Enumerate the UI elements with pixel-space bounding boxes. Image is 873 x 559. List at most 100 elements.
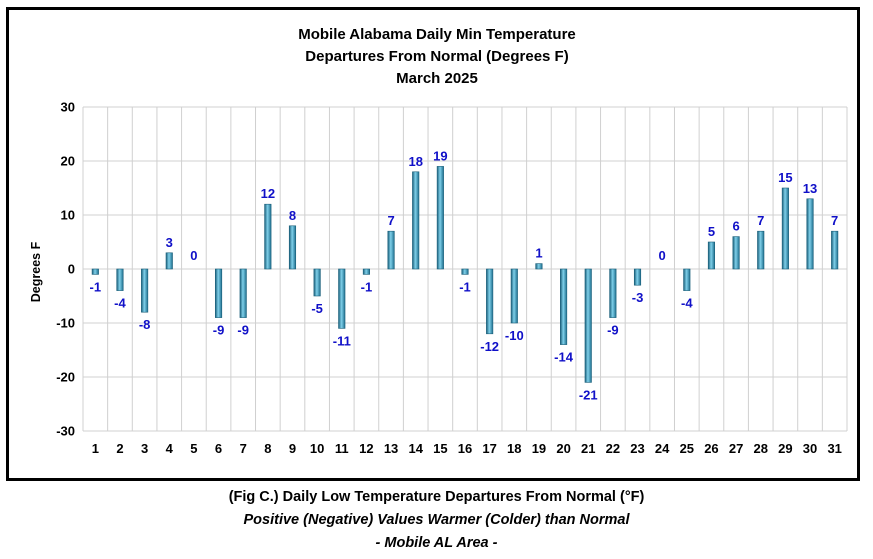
bar-day-11 [338,268,346,329]
x-tick-label: 23 [630,441,644,456]
bar-day-12 [362,268,370,275]
data-label: -9 [213,323,225,338]
x-tick-label: 6 [215,441,222,456]
x-tick-label: 7 [240,441,247,456]
data-label: -9 [237,323,249,338]
bar-day-28 [757,230,765,270]
x-tick-label: 25 [680,441,694,456]
x-tick-label: 8 [264,441,271,456]
bar-day-26 [707,241,716,270]
x-tick-label: 16 [458,441,472,456]
x-tick-label: 14 [408,441,423,456]
x-tick-label: 11 [335,441,349,456]
x-tick-labels: 1 2 3 4 5 6 7 8 9 10 11 12 13 14 15 16 17 18 19 20 21 22 23 24 2… [92,441,842,456]
data-label: -1 [361,279,373,294]
bar-day-31 [831,230,839,270]
bar-day-9 [288,225,297,270]
bar-day-25 [683,268,691,291]
x-tick-label: 4 [166,441,174,456]
y-tick-label: -30 [56,424,75,439]
x-tick-label: 24 [655,441,670,456]
x-tick-label: 27 [729,441,743,456]
bar-day-16 [461,268,469,275]
chart-title-line-3: March 2025 [396,70,478,87]
data-label: -5 [311,301,323,316]
data-label: -4 [681,296,693,311]
data-label: 8 [289,208,296,223]
bar-day-4 [165,252,173,270]
chart-title-line-2: Departures From Normal (Degrees F) [305,48,568,65]
x-tick-label: 19 [532,441,546,456]
bar-day-20 [560,268,568,345]
bar-day-22 [609,268,617,318]
data-label: 5 [708,224,715,239]
y-axis-title: Degrees F [29,241,43,302]
data-label: 7 [831,213,838,228]
bar-day-17 [486,268,494,335]
x-tick-label: 26 [704,441,718,456]
x-tick-label: 31 [827,441,841,456]
data-label: 7 [387,213,394,228]
y-tick-label: 10 [61,208,75,223]
data-label: 0 [190,248,197,263]
data-label: 12 [261,186,275,201]
y-tick-label: -10 [56,316,75,331]
x-tick-label: 20 [556,441,570,456]
data-label: 19 [433,148,447,163]
x-tick-label: 12 [359,441,373,456]
x-tick-label: 13 [384,441,398,456]
data-label: -14 [554,350,574,365]
bar-day-3 [141,268,149,313]
data-label: -8 [139,317,151,332]
bar-day-15 [436,166,444,270]
bars [91,166,839,383]
data-label: 6 [732,219,739,234]
bar-day-10 [313,268,321,297]
x-tick-label: 9 [289,441,296,456]
bar-day-1 [91,268,99,275]
x-tick-label: 22 [606,441,620,456]
data-label: -12 [480,339,499,354]
y-tick-label: 30 [61,100,75,115]
caption-area: - Mobile AL Area - [375,535,498,551]
x-tick-label: 28 [754,441,768,456]
x-tick-label: 17 [482,441,496,456]
x-tick-label: 3 [141,441,148,456]
x-tick-label: 18 [507,441,521,456]
data-label: 0 [659,248,666,263]
x-tick-label: 29 [778,441,792,456]
bar-day-8 [264,203,272,270]
grid [82,106,848,432]
bar-day-6 [214,268,223,318]
data-label: -1 [459,279,471,294]
x-tick-label: 30 [803,441,817,456]
data-label: 18 [408,154,422,169]
data-label: 3 [166,235,173,250]
data-label: -3 [632,290,644,305]
x-tick-label: 5 [190,441,197,456]
data-label: -1 [90,279,102,294]
x-tick-label: 15 [433,441,447,456]
bar-day-27 [732,236,740,270]
bar-day-18 [510,268,518,324]
data-labels: -1 -4 -8 3 0 -9 -9 12 8 -5 -11 -1 7 18 19 -1 -12 -10 1 -14 -… [90,148,839,402]
bar-day-23 [633,268,642,286]
bar-day-7 [239,268,247,318]
bar-day-13 [387,230,395,270]
data-label: 15 [778,170,792,185]
data-label: -4 [114,296,126,311]
bar-day-21 [584,268,592,383]
bar-day-2 [116,268,124,291]
x-tick-label: 2 [116,441,123,456]
y-tick-labels: 30 20 10 0 -10 -20 -30 [56,100,75,439]
bar-day-30 [806,198,814,270]
data-label: 7 [757,213,764,228]
x-tick-label: 10 [310,441,324,456]
chart-svg: Mobile Alabama Daily Min Temperature Dep… [29,26,848,456]
data-label: -21 [579,387,598,402]
chart-title-line-1: Mobile Alabama Daily Min Temperature [298,26,576,43]
data-label: -9 [607,323,619,338]
y-tick-label: 0 [68,262,75,277]
caption-figure-title: (Fig C.) Daily Low Temperature Departure… [228,489,645,505]
data-label: 1 [535,246,542,261]
